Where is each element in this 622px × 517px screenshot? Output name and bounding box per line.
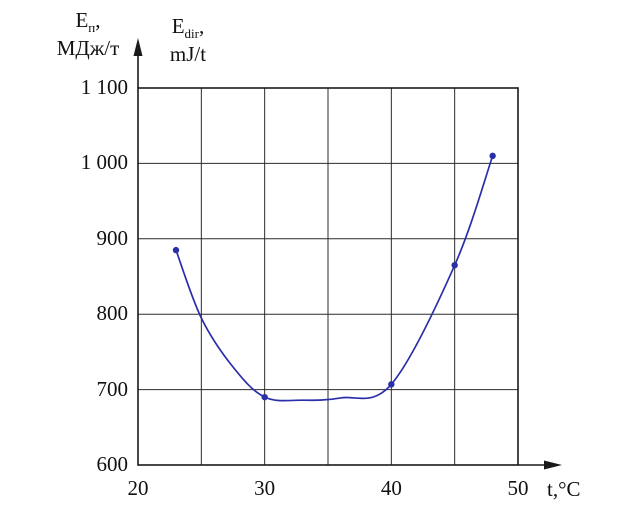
y-axis-title-primary-symbol: Eп, [75, 8, 101, 36]
y-tick-label: 1 000 [80, 150, 128, 175]
x-axis-arrowhead [544, 460, 562, 470]
y-axis-title-secondary-symbol: Edir, [171, 14, 205, 42]
plot-frame [137, 87, 519, 466]
y-tick-label: 1 100 [80, 75, 128, 99]
data-point-marker [261, 393, 268, 401]
data-point-marker [451, 261, 458, 269]
y-axis-title-secondary: Edir, mJ/t [148, 14, 228, 66]
data-point-marker [172, 246, 180, 254]
x-tick-label: 30 [254, 476, 276, 500]
data-point-marker [388, 381, 395, 388]
x-tick-label: 50 [507, 476, 529, 500]
data-curve [175, 155, 494, 402]
y-tick-label: 700 [96, 376, 129, 401]
y-axis-arrowhead [133, 38, 143, 56]
y-tick-label: 600 [96, 452, 129, 476]
x-tick-label: 20 [127, 476, 149, 500]
y-tick-label: 900 [96, 225, 129, 250]
y-axis-title-primary: Eп, МДж/т [42, 8, 134, 60]
y-tick-label: 800 [96, 301, 129, 326]
x-tick-label: 40 [380, 476, 402, 500]
data-point-marker [489, 152, 496, 160]
y-axis-title-primary-unit: МДж/т [56, 36, 120, 61]
x-axis-title: t,°C [547, 477, 581, 501]
y-axis-title-secondary-unit: mJ/t [169, 42, 207, 67]
